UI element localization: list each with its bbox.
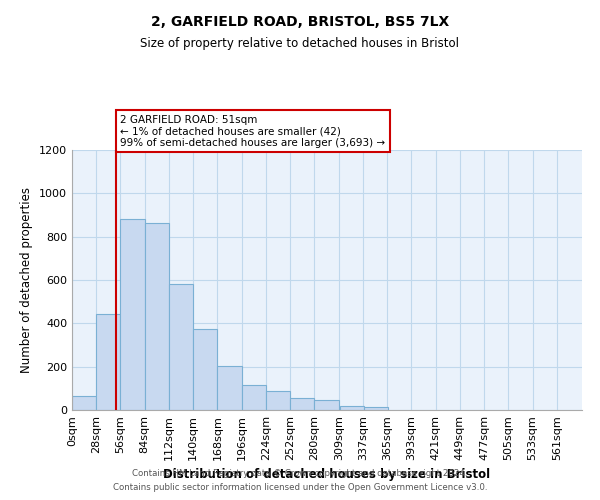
Bar [121,220,145,410]
Text: Contains HM Land Registry data © Crown copyright and database right 2024.: Contains HM Land Registry data © Crown c… [132,468,468,477]
Y-axis label: Number of detached properties: Number of detached properties [20,187,34,373]
Text: 2 GARFIELD ROAD: 51sqm
← 1% of detached houses are smaller (42)
99% of semi-deta: 2 GARFIELD ROAD: 51sqm ← 1% of detached … [121,114,386,148]
Bar [314,400,338,410]
Bar [193,329,217,410]
Bar [217,366,242,410]
Bar [96,314,121,410]
Bar [72,396,96,410]
Text: Size of property relative to detached houses in Bristol: Size of property relative to detached ho… [140,38,460,51]
X-axis label: Distribution of detached houses by size in Bristol: Distribution of detached houses by size … [163,468,491,481]
Bar [340,406,364,410]
Bar [364,407,388,410]
Text: 2, GARFIELD ROAD, BRISTOL, BS5 7LX: 2, GARFIELD ROAD, BRISTOL, BS5 7LX [151,15,449,29]
Text: Contains public sector information licensed under the Open Government Licence v3: Contains public sector information licen… [113,484,487,492]
Bar [242,385,266,410]
Bar [145,222,169,410]
Bar [266,391,290,410]
Bar [290,398,314,410]
Bar [169,284,193,410]
